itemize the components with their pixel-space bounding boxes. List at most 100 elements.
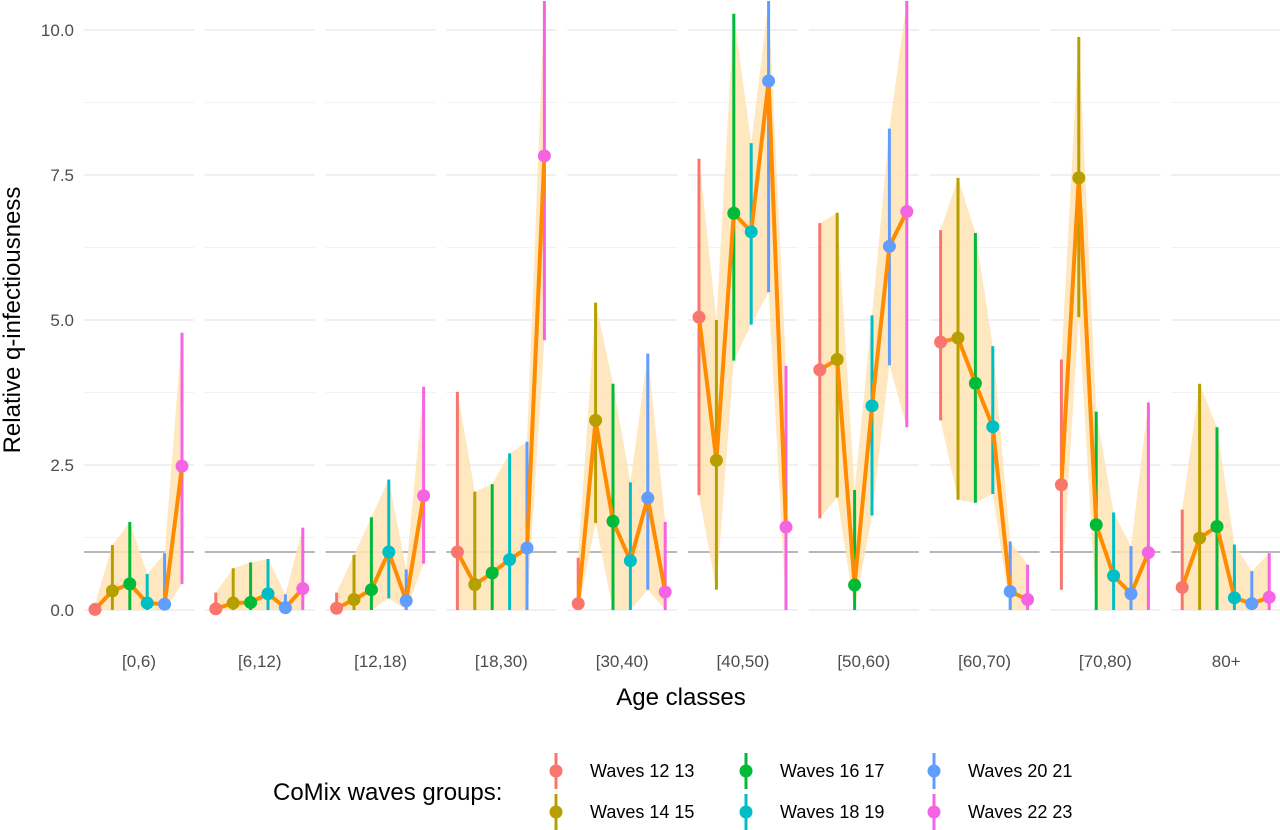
data-point xyxy=(1141,546,1155,560)
data-point xyxy=(88,602,102,616)
legend-item: Waves 22 23 xyxy=(927,794,1072,830)
legend-item: Waves 12 13 xyxy=(549,753,694,789)
data-point xyxy=(1089,518,1103,532)
data-point xyxy=(571,597,585,611)
data-point xyxy=(934,335,948,349)
panel-6 xyxy=(813,1,914,610)
panel-9 xyxy=(1175,383,1276,611)
data-point xyxy=(347,593,361,607)
data-point xyxy=(762,74,776,88)
confidence-ribbon xyxy=(336,386,424,610)
data-point xyxy=(623,554,637,568)
x-axis-title: Age classes xyxy=(616,684,745,711)
data-point xyxy=(296,582,310,596)
data-point xyxy=(399,594,413,608)
data-point xyxy=(606,514,620,528)
data-point xyxy=(882,239,896,253)
x-tick-label: [0,6) xyxy=(122,652,156,671)
x-tick-label: [40,50) xyxy=(717,652,770,671)
confidence-ribbon xyxy=(699,1,786,610)
data-point xyxy=(520,541,534,555)
data-point xyxy=(1003,584,1017,598)
data-point xyxy=(382,545,396,559)
data-point xyxy=(105,584,119,598)
x-axis: [0,6) [6,12) [12,18) [18,30) [30,40) [40,50) [… xyxy=(122,652,1241,671)
legend-label: Waves 22 23 xyxy=(968,802,1072,822)
series-line xyxy=(697,79,788,528)
data-point xyxy=(1193,531,1207,545)
panel-5 xyxy=(692,1,793,610)
data-point xyxy=(278,601,292,615)
confidence-ribbon xyxy=(457,1,545,610)
data-point xyxy=(450,545,464,559)
series-line xyxy=(576,418,668,604)
legend-label: Waves 16 17 xyxy=(780,761,884,781)
panel-8 xyxy=(1054,36,1155,610)
y-tick-label: 5.0 xyxy=(50,311,74,330)
data-point xyxy=(1245,597,1259,611)
y-tick-label: 2.5 xyxy=(50,456,74,475)
data-point xyxy=(261,587,275,601)
panel-4 xyxy=(571,302,672,611)
legend-label: Waves 18 19 xyxy=(780,802,884,822)
data-point xyxy=(537,149,551,163)
legend: CoMix waves groups: Waves 12 13 Waves 14 … xyxy=(273,753,1072,830)
data-point xyxy=(1262,590,1276,604)
data-point xyxy=(692,310,706,324)
x-tick-label: [50,60) xyxy=(837,652,890,671)
legend-item: Waves 14 15 xyxy=(549,794,694,830)
data-point xyxy=(658,585,672,599)
data-point xyxy=(848,578,862,592)
data-point xyxy=(1054,478,1068,492)
data-point xyxy=(641,491,655,505)
data-point xyxy=(813,363,827,377)
data-point xyxy=(140,596,154,610)
chart-panels xyxy=(88,1,1276,616)
confidence-ribbon xyxy=(1061,36,1149,610)
data-point xyxy=(709,453,723,467)
panel-3 xyxy=(450,1,551,610)
data-point xyxy=(900,205,914,219)
data-point xyxy=(503,553,517,567)
panel-2 xyxy=(330,386,431,615)
data-point xyxy=(417,489,431,503)
legend-label: Waves 12 13 xyxy=(590,761,694,781)
confidence-ribbon xyxy=(940,177,1028,610)
data-point xyxy=(968,376,982,390)
y-tick-label: 10.0 xyxy=(41,21,74,40)
panel-1 xyxy=(209,527,310,616)
data-point xyxy=(744,225,758,239)
data-point xyxy=(158,597,172,611)
x-tick-label: [70,80) xyxy=(1079,652,1132,671)
x-tick-label: 80+ xyxy=(1212,652,1241,671)
data-point xyxy=(330,601,344,615)
data-point xyxy=(1107,569,1121,583)
legend-key-point xyxy=(549,764,563,778)
series-line xyxy=(1059,175,1151,596)
confidence-ribbon xyxy=(1182,383,1270,610)
legend-key-point xyxy=(927,764,941,778)
data-point xyxy=(364,583,378,597)
data-point xyxy=(1072,171,1086,185)
data-point xyxy=(244,595,258,609)
confidence-ribbon xyxy=(95,332,182,610)
y-tick-label: 0.0 xyxy=(50,601,74,620)
data-point xyxy=(779,520,793,534)
y-axis-title: Relative q-infectiousness xyxy=(0,187,26,454)
data-point xyxy=(589,413,603,427)
data-point xyxy=(468,577,482,591)
confidence-ribbon xyxy=(215,527,303,610)
confidence-ribbon xyxy=(819,1,907,610)
data-point xyxy=(1175,580,1189,594)
legend-label: Waves 14 15 xyxy=(590,802,694,822)
x-tick-label: [60,70) xyxy=(958,652,1011,671)
data-point xyxy=(209,602,223,616)
data-point xyxy=(727,206,741,220)
x-tick-label: [6,12) xyxy=(238,652,281,671)
data-point xyxy=(175,459,189,473)
legend-key-point xyxy=(549,805,563,819)
data-point xyxy=(226,596,240,610)
legend-key-point xyxy=(739,805,753,819)
y-axis: 0.0 2.5 5.0 7.5 10.0 xyxy=(41,21,74,620)
